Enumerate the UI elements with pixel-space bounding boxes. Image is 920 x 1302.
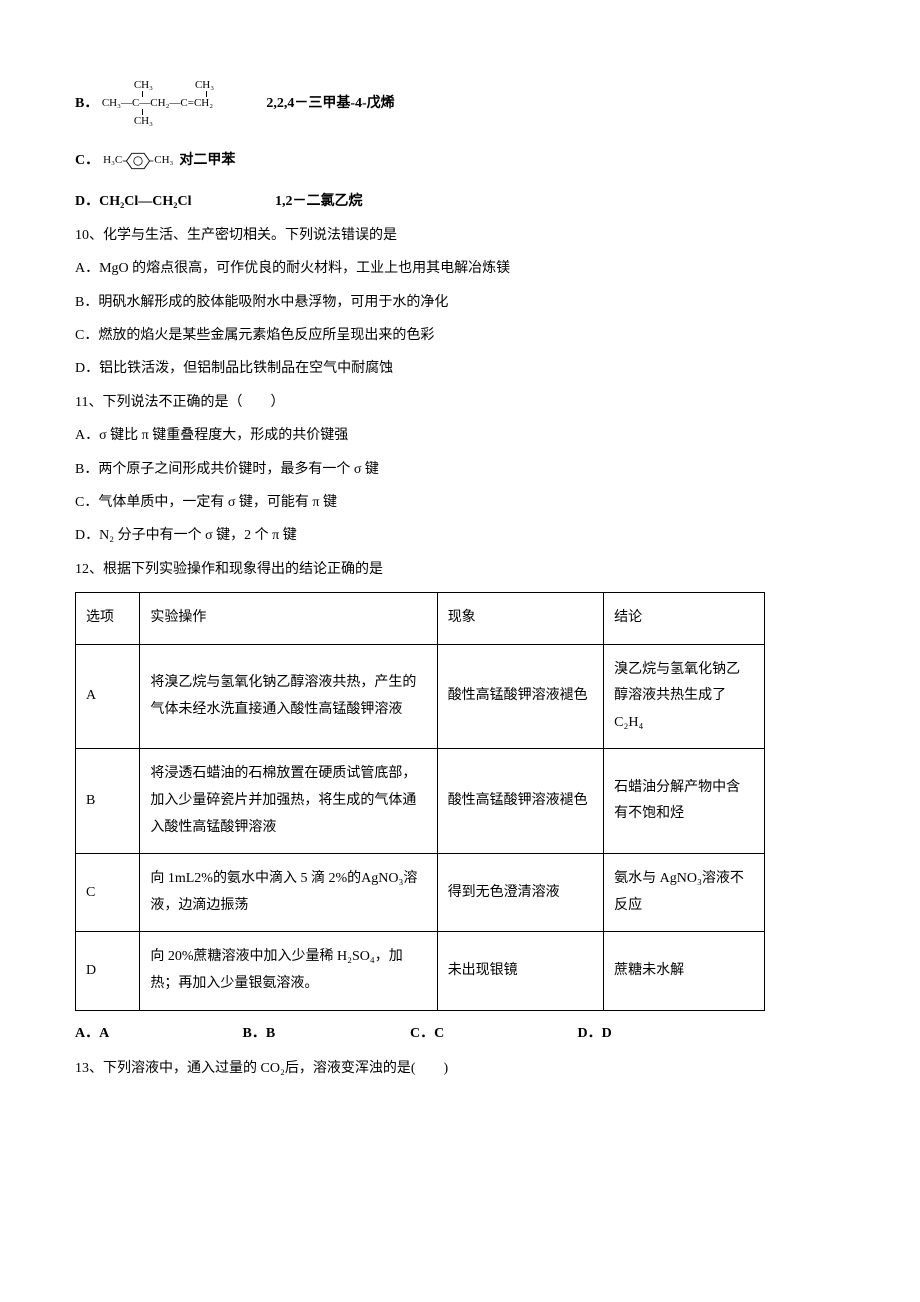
option-c-line: C． H₃C CH₃ 对二甲苯 (75, 146, 845, 175)
cell-opt: A (76, 644, 140, 749)
option-d-name: 1,2－二氯乙烷 (275, 194, 363, 209)
cell-op: 向 20%蔗糖溶液中加入少量稀 H₂SO₄，加热；再加入少量银氨溶液。 (140, 932, 437, 1010)
cell-phen: 未出现银镜 (437, 932, 603, 1010)
cell-opt: C (76, 854, 140, 932)
cell-phen: 得到无色澄清溶液 (437, 854, 603, 932)
q10-D: D．铝比铁活泼，但铝制品比铁制品在空气中耐腐蚀 (75, 354, 845, 383)
struct-top2: CH₃ (195, 80, 214, 91)
option-b-label: B． (75, 96, 98, 111)
table-row: C 向 1mL2%的氨水中滴入 5 滴 2%的AgNO₃溶液，边滴边振荡 得到无… (76, 854, 765, 932)
structure-b-formula: CH₃ CH₃ CH₃—C—CH₂—C=CH₂ CH₃ (102, 80, 257, 128)
cell-conc: 石蜡油分解产物中含有不饱和烃 (604, 749, 765, 854)
table-row: B 将浸透石蜡油的石棉放置在硬质试管底部，加入少量碎瓷片并加强热，将生成的气体通… (76, 749, 765, 854)
option-b-name: 2,2,4－三甲基-4-戊烯 (266, 96, 394, 111)
cell-op: 向 1mL2%的氨水中滴入 5 滴 2%的AgNO₃溶液，边滴边振荡 (140, 854, 437, 932)
th-opt: 选项 (76, 593, 140, 645)
cell-conc: 蔗糖未水解 (604, 932, 765, 1010)
struct-top1: CH₃ (134, 80, 153, 91)
struct-bot: CH₃ (134, 116, 153, 127)
q10-C: C．燃放的焰火是某些金属元素焰色反应所呈现出来的色彩 (75, 321, 845, 350)
cell-opt: D (76, 932, 140, 1010)
q10-stem: 10、化学与生活、生产密切相关。下列说法错误的是 (75, 221, 845, 250)
table-row: D 向 20%蔗糖溶液中加入少量稀 H₂SO₄，加热；再加入少量银氨溶液。 未出… (76, 932, 765, 1010)
option-d-line: D．CH₂Cl—CH₂Cl 1,2－二氯乙烷 (75, 187, 845, 216)
cell-op: 将溴乙烷与氢氧化钠乙醇溶液共热，产生的气体未经水洗直接通入酸性高锰酸钾溶液 (140, 644, 437, 749)
th-op: 实验操作 (140, 593, 437, 645)
q13-stem: 13、下列溶液中，通入过量的 CO₂后，溶液变浑浊的是( ) (75, 1054, 845, 1083)
ans-C: C．C (410, 1019, 578, 1048)
th-phen: 现象 (437, 593, 603, 645)
q11-A: A．σ 键比 π 键重叠程度大，形成的共价键强 (75, 421, 845, 450)
th-conc: 结论 (604, 593, 765, 645)
q10-B: B．明矾水解形成的胶体能吸附水中悬浮物，可用于水的净化 (75, 288, 845, 317)
cell-op: 将浸透石蜡油的石棉放置在硬质试管底部，加入少量碎瓷片并加强热，将生成的气体通入酸… (140, 749, 437, 854)
q12-table: 选项 实验操作 现象 结论 A 将溴乙烷与氢氧化钠乙醇溶液共热，产生的气体未经水… (75, 592, 765, 1011)
cell-phen: 酸性高锰酸钾溶液褪色 (437, 749, 603, 854)
table-row: A 将溴乙烷与氢氧化钠乙醇溶液共热，产生的气体未经水洗直接通入酸性高锰酸钾溶液 … (76, 644, 765, 749)
cell-conc: 溴乙烷与氢氧化钠乙醇溶液共热生成了 C₂H₄ (604, 644, 765, 749)
q11-D: D．N₂ 分子中有一个 σ 键，2 个 π 键 (75, 521, 845, 550)
benzene-right: CH₃ (154, 149, 173, 172)
q11-stem: 11、下列说法不正确的是（ ） (75, 388, 845, 417)
option-d-label: D．CH₂Cl—CH₂Cl (75, 194, 192, 209)
q11-B: B．两个原子之间形成共价键时，最多有一个 σ 键 (75, 455, 845, 484)
q12-stem: 12、根据下列实验操作和现象得出的结论正确的是 (75, 555, 845, 584)
ans-A: A．A (75, 1019, 243, 1048)
benzene-icon (122, 151, 154, 171)
struct-mid: CH₃—C—CH₂—C=CH₂ (102, 98, 213, 109)
q10-A: A．MgO 的熔点很高，可作优良的耐火材料，工业上也用其电解冶炼镁 (75, 254, 845, 283)
option-b-line: B． CH₃ CH₃ CH₃—C—CH₂—C=CH₂ CH₃ 2,2,4－三甲基… (75, 80, 845, 128)
option-c-label: C． (75, 146, 99, 175)
benzene-left: H₃C (103, 149, 122, 172)
q11-C: C．气体单质中，一定有 σ 键，可能有 π 键 (75, 488, 845, 517)
q12-answers: A．A B．B C．C D．D (75, 1019, 745, 1048)
table-header-row: 选项 实验操作 现象 结论 (76, 593, 765, 645)
ans-B: B．B (243, 1019, 411, 1048)
cell-conc: 氨水与 AgNO₃溶液不反应 (604, 854, 765, 932)
ans-D: D．D (578, 1019, 746, 1048)
cell-opt: B (76, 749, 140, 854)
option-c-name: 对二甲苯 (179, 146, 235, 175)
cell-phen: 酸性高锰酸钾溶液褪色 (437, 644, 603, 749)
